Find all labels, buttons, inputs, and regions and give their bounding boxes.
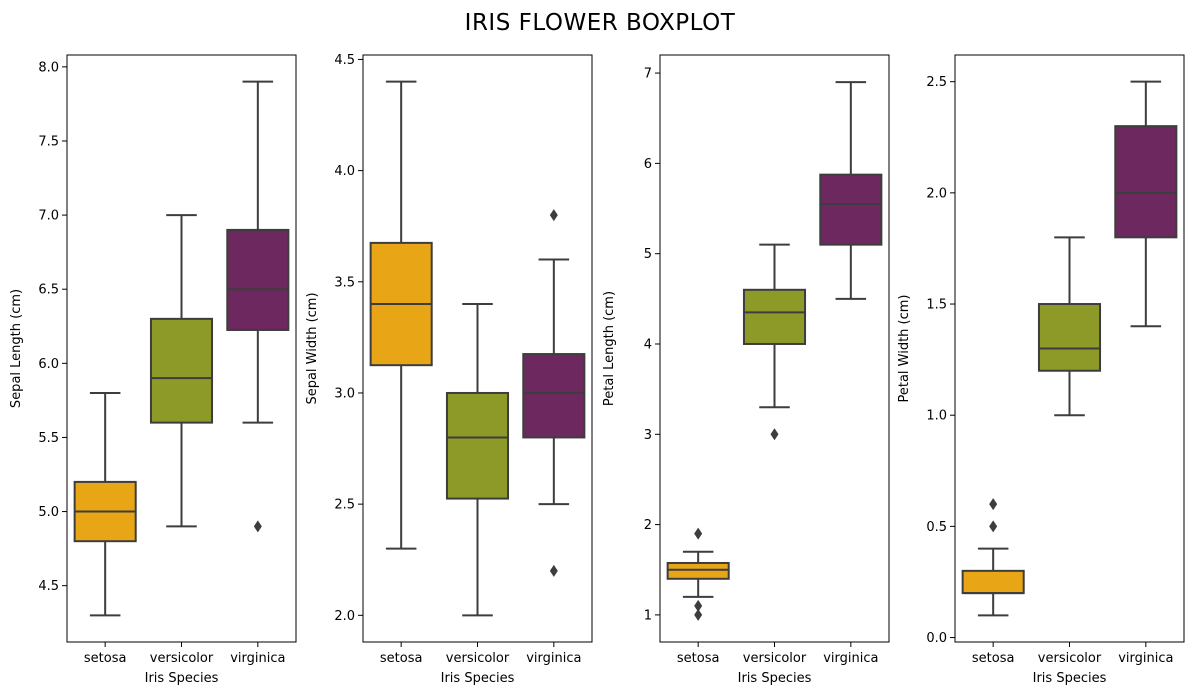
y-tick-label: 5.0 — [38, 505, 59, 520]
x-tick-label: virginica — [526, 651, 581, 666]
x-axis-label: Iris Species — [738, 671, 812, 686]
y-tick-label: 4.5 — [38, 579, 59, 594]
outlier-point — [694, 608, 703, 621]
y-axis-label: Petal Length (cm) — [602, 291, 617, 406]
y-tick-label: 3.5 — [334, 275, 355, 290]
outlier-point — [549, 209, 558, 222]
y-tick-label: 7.5 — [38, 134, 59, 149]
chart-title: IRIS FLOWER BOXPLOT — [464, 10, 736, 36]
box-iqr — [522, 353, 586, 439]
y-tick-label: 0.0 — [926, 631, 947, 646]
x-axis-label: Iris Species — [1033, 671, 1107, 686]
y-tick-label: 1 — [644, 608, 652, 623]
x-tick-label: setosa — [972, 651, 1015, 666]
x-tick-label: setosa — [677, 651, 720, 666]
x-tick-label: versicolor — [1038, 651, 1102, 666]
y-tick-label: 4.5 — [334, 53, 355, 68]
y-axis-label: Sepal Width (cm) — [305, 292, 320, 404]
box-virginica — [1114, 80, 1178, 328]
outlier-point — [989, 520, 998, 533]
subplot-1: 4.5 5.0 5.5 6.0 6.5 7.0 7.5 8.0 setosa versicolor… — [9, 54, 297, 686]
y-tick-label: 7 — [644, 67, 652, 82]
outlier-point — [694, 527, 703, 540]
subplot-2: 2.0 2.5 3.0 3.5 4.0 4.5 setosa versicolor virgin… — [305, 53, 593, 686]
box-virginica — [226, 80, 290, 533]
x-axis-label: Iris Species — [441, 671, 515, 686]
outlier-point — [694, 599, 703, 612]
outlier-point — [770, 428, 779, 441]
y-tick-label: 2.0 — [926, 186, 947, 201]
box-iqr — [666, 561, 730, 580]
box-setosa — [369, 80, 433, 550]
x-axis-label: Iris Species — [145, 671, 219, 686]
x-tick-label: versicolor — [446, 651, 510, 666]
y-tick-label: 4 — [644, 337, 652, 352]
y-tick-label: 3 — [644, 428, 652, 443]
box-iqr — [961, 569, 1025, 595]
box-versicolor — [445, 303, 510, 617]
y-tick-label: 1.5 — [926, 298, 947, 313]
y-tick-label: 5.5 — [38, 431, 59, 446]
y-tick-label: 6 — [644, 157, 652, 172]
y-tick-label: 3.0 — [334, 386, 355, 401]
y-tick-label: 6.0 — [38, 357, 59, 372]
box-setosa — [666, 527, 730, 621]
box-versicolor — [149, 214, 214, 528]
y-tick-label: 0.5 — [926, 520, 947, 535]
box-iqr — [1037, 303, 1102, 372]
y-axis-label: Sepal Length (cm) — [9, 289, 24, 408]
subplot-3: 1 2 3 4 5 6 7 setosa versicolor virginica Iris Spe… — [602, 54, 890, 686]
y-tick-label: 2.5 — [334, 498, 355, 513]
box-virginica — [819, 81, 883, 300]
outlier-point — [549, 564, 558, 577]
x-tick-label: virginica — [230, 651, 285, 666]
outlier-point — [253, 520, 262, 533]
y-tick-label: 5 — [644, 247, 652, 262]
box-virginica — [522, 209, 586, 577]
x-tick-label: versicolor — [743, 651, 807, 666]
y-tick-label: 2.5 — [926, 75, 947, 90]
y-tick-label: 4.0 — [334, 164, 355, 179]
box-setosa — [961, 498, 1025, 617]
box-iqr — [742, 288, 807, 345]
y-tick-label: 2 — [644, 518, 652, 533]
y-tick-label: 8.0 — [38, 60, 59, 75]
x-tick-label: virginica — [823, 651, 878, 666]
y-tick-label: 1.0 — [926, 409, 947, 424]
x-tick-label: setosa — [84, 651, 127, 666]
subplot-4: 0.0 0.5 1.0 1.5 2.0 2.5 setosa versicolor virgin… — [897, 54, 1185, 686]
y-tick-label: 7.0 — [38, 209, 59, 224]
box-iqr — [445, 391, 510, 500]
y-axis-label: Petal Width (cm) — [897, 294, 912, 402]
outlier-point — [989, 498, 998, 511]
box-setosa — [73, 391, 137, 617]
x-tick-label: virginica — [1118, 651, 1173, 666]
box-versicolor — [742, 243, 807, 441]
box-iqr — [1114, 125, 1178, 239]
x-tick-label: versicolor — [150, 651, 214, 666]
y-tick-label: 2.0 — [334, 609, 355, 624]
box-iqr — [149, 317, 214, 424]
box-iqr — [819, 173, 883, 246]
x-tick-label: setosa — [380, 651, 423, 666]
box-versicolor — [1037, 236, 1102, 417]
box-iqr — [226, 228, 290, 331]
y-tick-label: 6.5 — [38, 283, 59, 298]
